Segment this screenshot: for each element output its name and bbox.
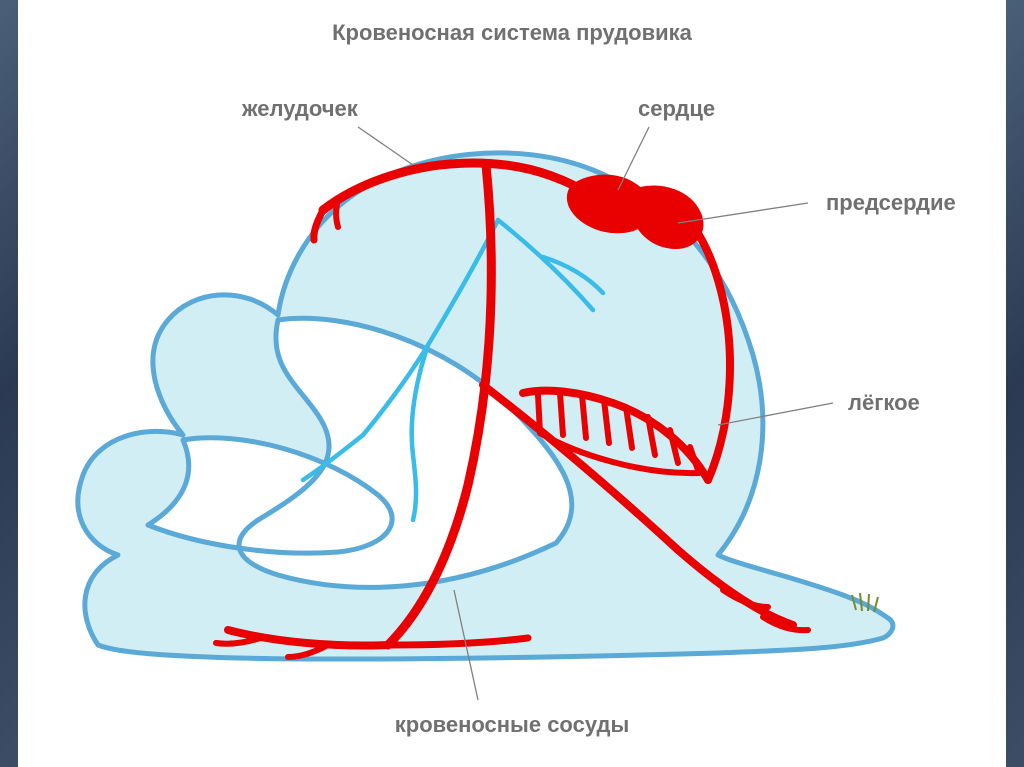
diagram-title: Кровеносная система прудовика [332,20,692,46]
label-vessels: кровеносные сосуды [395,712,630,738]
slide-edge-right [1006,0,1024,767]
diagram-canvas: Кровеносная система прудовика желудочек … [18,0,1006,767]
snail-circulatory-svg [18,55,1006,715]
slide-edge-left [0,0,18,767]
